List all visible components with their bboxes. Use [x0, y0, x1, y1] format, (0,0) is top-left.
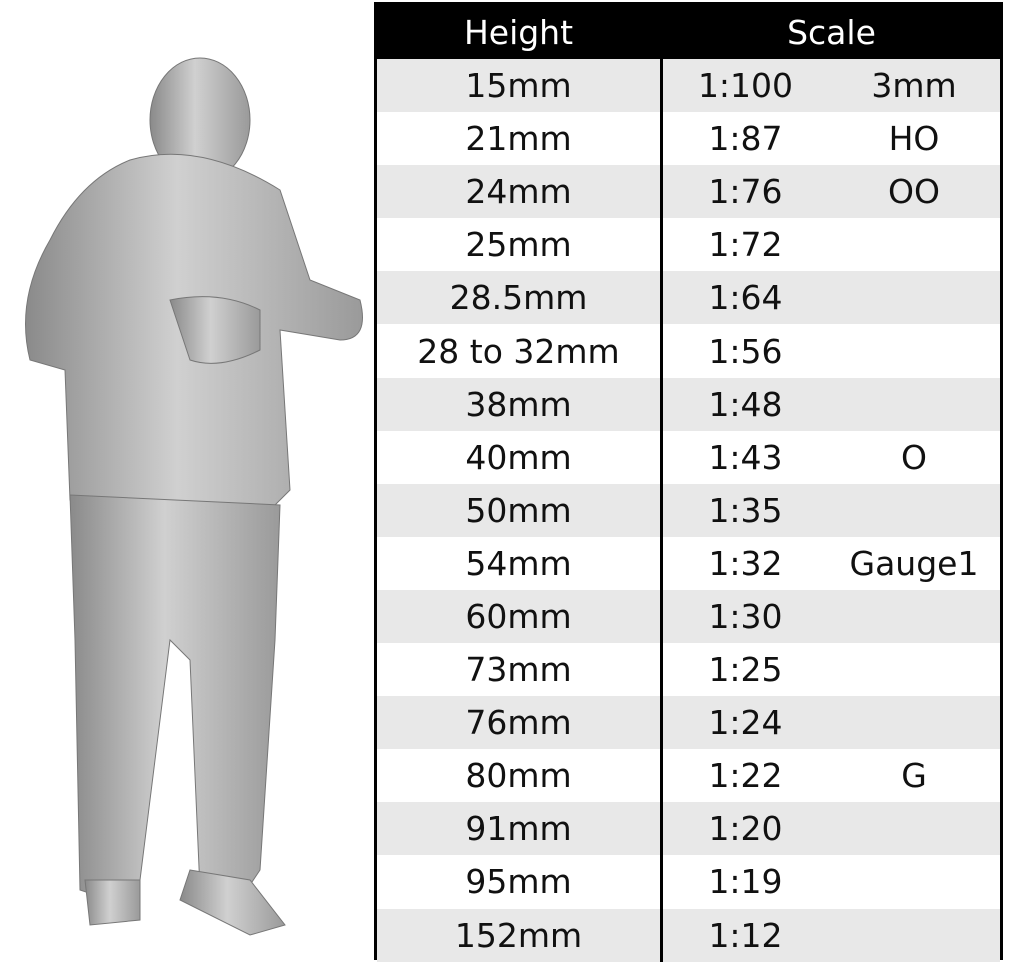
ratio-cell: 1:43: [708, 437, 783, 477]
table-row: 54mm 1:32 Gauge1: [377, 536, 1000, 590]
table-row: 60mm 1:30: [377, 589, 1000, 644]
gauge-cell: O: [901, 437, 927, 477]
table-row: 24mm 1:76 OO: [377, 165, 1000, 219]
height-cell: 76mm: [377, 696, 663, 750]
height-cell: 91mm: [377, 802, 663, 856]
ratio-cell: 1:64: [708, 278, 783, 318]
table-row: 25mm 1:72: [377, 218, 1000, 272]
ratio-cell: 1:32: [708, 543, 783, 583]
table-row: 15mm 1:100 3mm: [377, 59, 1000, 113]
height-cell: 95mm: [377, 855, 663, 909]
header-height: Height: [377, 5, 663, 59]
height-cell: 21mm: [377, 112, 663, 166]
gauge-cell: HO: [888, 119, 940, 159]
height-cell: 50mm: [377, 483, 663, 537]
ratio-cell: 1:20: [708, 809, 783, 849]
table-row: 28.5mm 1:64: [377, 271, 1000, 325]
height-cell: 152mm: [377, 908, 663, 962]
height-cell: 25mm: [377, 218, 663, 272]
table-row: 21mm 1:87 HO: [377, 112, 1000, 166]
height-cell: 60mm: [377, 589, 663, 644]
table-row: 91mm 1:20: [377, 802, 1000, 856]
scale-table: Height Scale 15mm 1:100 3mm 21mm 1:87 HO 2…: [374, 2, 1003, 962]
human-figure-render: [25, 57, 363, 936]
table-row: 50mm 1:35: [377, 483, 1000, 537]
ratio-cell: 1:12: [708, 915, 783, 955]
ratio-cell: 1:22: [708, 756, 783, 796]
table-row: 40mm 1:43 O: [377, 430, 1000, 484]
ratio-cell: 1:30: [708, 596, 783, 636]
gauge-cell: G: [901, 756, 927, 796]
table-row: 80mm 1:22 G: [377, 749, 1000, 803]
ratio-cell: 1:25: [708, 650, 783, 690]
ratio-cell: 1:19: [708, 862, 783, 902]
gauge-cell: Gauge1: [849, 543, 979, 583]
table-row: 38mm 1:48: [377, 377, 1000, 431]
ratio-cell: 1:48: [708, 384, 783, 424]
header-scale: Scale: [787, 12, 876, 52]
gauge-cell: 3mm: [871, 66, 957, 106]
height-cell: 28.5mm: [377, 271, 663, 325]
height-cell: 54mm: [377, 536, 663, 590]
height-cell: 40mm: [377, 430, 663, 484]
ratio-cell: 1:87: [708, 119, 783, 159]
height-cell: 38mm: [377, 377, 663, 431]
ratio-cell: 1:56: [708, 331, 783, 371]
height-cell: 15mm: [377, 59, 663, 113]
ratio-cell: 1:24: [708, 703, 783, 743]
table-row: 76mm 1:24: [377, 696, 1000, 750]
height-cell: 73mm: [377, 643, 663, 697]
ratio-cell: 1:35: [708, 490, 783, 530]
table-header: Height Scale: [377, 5, 1000, 59]
gauge-cell: OO: [888, 172, 940, 212]
height-cell: 24mm: [377, 165, 663, 219]
table-row: 28 to 32mm 1:56: [377, 324, 1000, 378]
table-row: 95mm 1:19: [377, 855, 1000, 909]
table-row: 73mm 1:25: [377, 643, 1000, 697]
height-cell: 80mm: [377, 749, 663, 803]
table-row: 152mm 1:12: [377, 908, 1000, 962]
ratio-cell: 1:100: [697, 66, 794, 106]
height-cell: 28 to 32mm: [377, 324, 663, 378]
ratio-cell: 1:76: [708, 172, 783, 212]
ratio-cell: 1:72: [708, 225, 783, 265]
